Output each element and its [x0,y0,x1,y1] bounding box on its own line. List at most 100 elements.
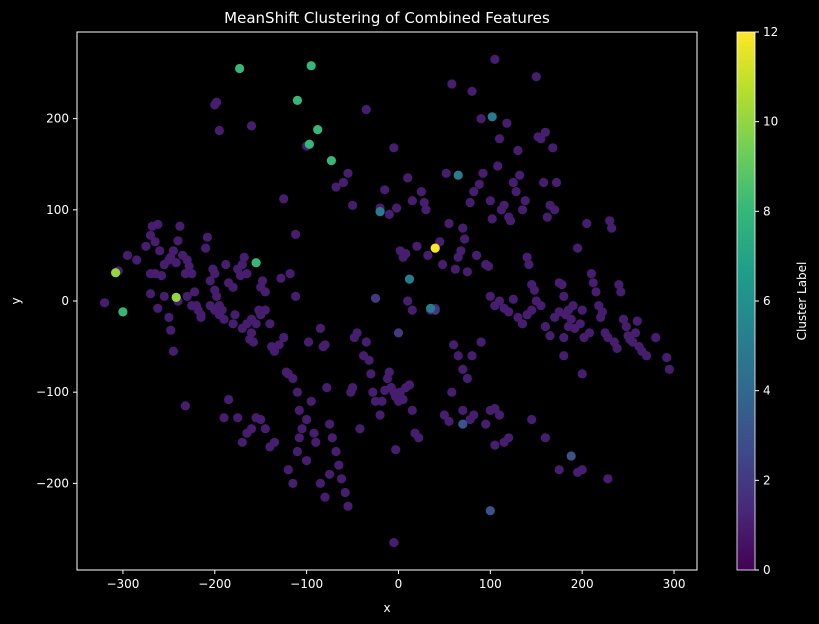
data-point [398,394,408,405]
data-point [327,433,337,443]
data-point [545,331,555,341]
data-point [155,246,165,256]
data-point [449,340,459,350]
data-point [450,264,460,274]
data-point [421,205,431,215]
data-point [313,125,323,135]
data-point [184,261,194,271]
colorbar-tick-label: 12 [763,25,778,39]
data-point [150,237,160,247]
data-point [393,328,404,338]
data-point [343,168,353,178]
colorbar-label: Cluster Label [795,262,809,341]
colorbar: 0 2 4 6 8 10 12 [736,25,778,577]
data-point [465,197,475,208]
data-point [340,487,350,498]
data-point [173,236,183,246]
data-point [460,234,470,244]
y-axis-ticks: −200 −100 0 100 200 [36,112,77,490]
data-point [551,177,562,188]
data-point [554,307,564,317]
data-point [205,276,215,286]
data-point [566,314,576,324]
data-point [348,200,358,210]
data-point [481,419,491,429]
data-point [180,401,190,411]
data-point [614,280,624,290]
data-point [338,177,348,188]
data-point [334,460,344,470]
x-tick-label: −200 [198,577,231,591]
data-point [641,351,652,361]
data-point [242,428,252,438]
data-point [419,197,429,208]
data-point [566,451,576,461]
data-point [414,433,424,443]
data-point [212,97,222,107]
data-point [438,259,448,270]
data-point [444,218,454,229]
data-point [145,289,156,299]
data-point [485,196,495,206]
colorbar-tick-label: 8 [763,204,771,218]
colorbar-gradient [736,31,756,571]
data-point [559,351,569,361]
data-point [391,445,401,455]
data-point [224,394,234,405]
data-point [364,355,374,365]
data-point [605,216,615,226]
data-point [219,413,229,423]
data-point [490,440,500,450]
data-point [557,280,567,290]
data-point [485,506,495,516]
data-point [513,312,523,322]
data-point [502,118,512,128]
data-point [291,229,301,239]
data-point [493,161,503,171]
data-point [201,243,211,253]
data-point [467,86,477,96]
data-point [322,383,332,393]
data-point [233,413,243,423]
data-point [513,145,523,156]
x-axis-label: x [383,601,390,615]
data-point [230,310,240,320]
data-point [588,278,598,288]
data-point [132,255,142,265]
data-point [478,168,488,178]
data-point [511,187,521,197]
data-point [559,291,569,301]
data-point [145,230,156,240]
data-point [315,323,325,333]
data-point [368,387,378,397]
data-point [166,325,176,335]
chart-title: MeanShift Clustering of Combined Feature… [224,9,550,27]
data-point [246,121,257,131]
data-point [325,469,335,479]
data-point [664,364,675,374]
data-point [550,205,560,215]
data-point [447,79,457,89]
data-point [384,367,394,377]
data-point [260,287,270,297]
data-point [248,337,258,347]
data-point [242,269,252,279]
data-point [389,143,399,153]
data-point [237,437,247,447]
data-point [182,291,192,301]
data-point [180,269,190,279]
data-point [504,433,514,443]
data-point [416,187,426,197]
data-point [456,246,466,256]
data-point [246,328,257,338]
data-point [168,246,178,256]
data-point [111,268,121,278]
data-point [474,179,484,189]
data-point [527,305,537,315]
data-point [331,182,341,192]
data-point [288,478,298,488]
data-point [279,332,289,343]
data-point [265,319,275,329]
data-point [472,250,482,260]
colorbar-tick-label: 10 [763,115,778,129]
